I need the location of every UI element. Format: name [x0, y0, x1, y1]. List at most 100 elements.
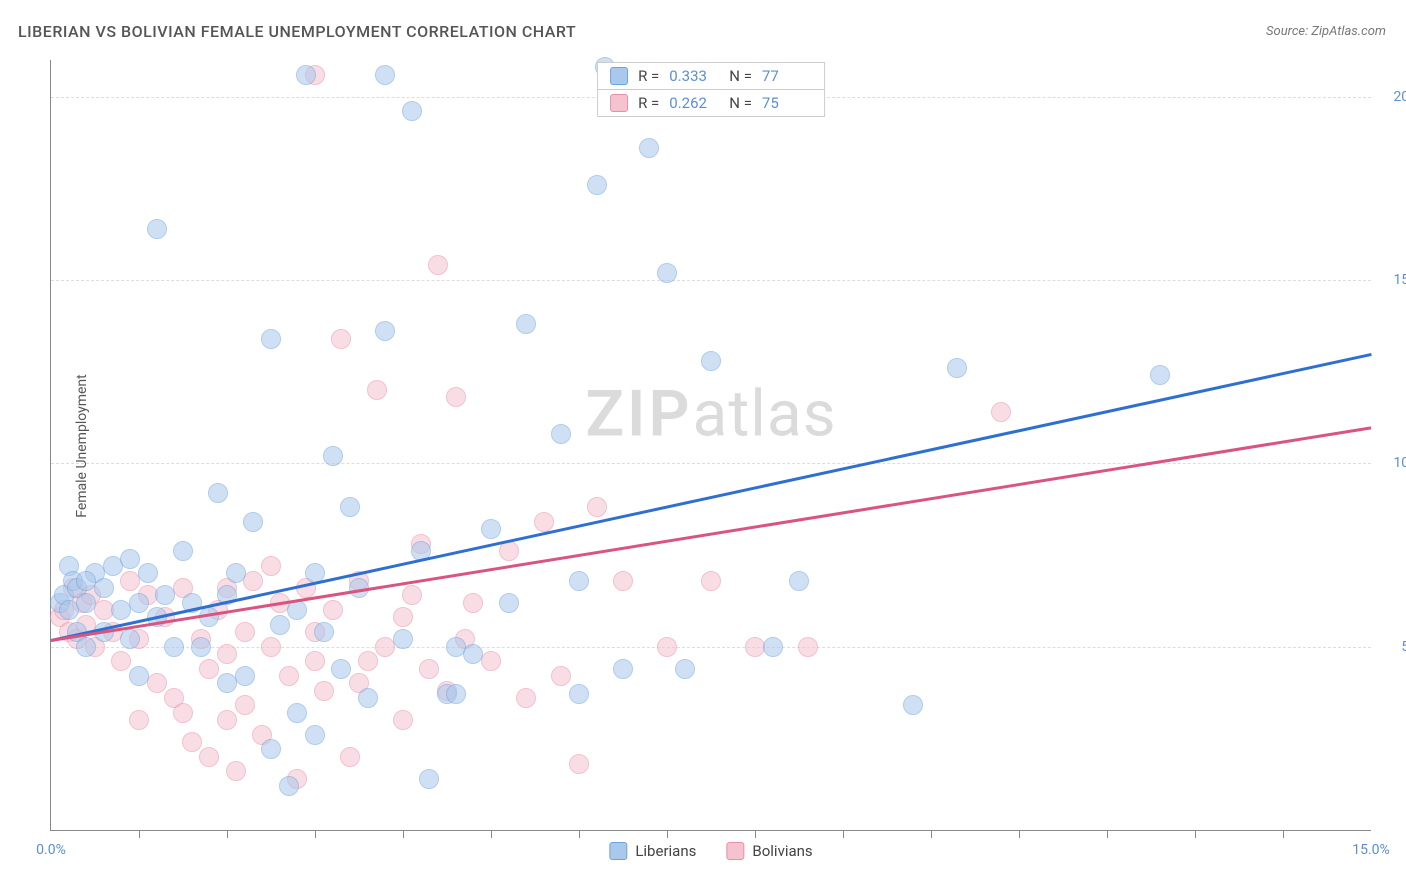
data-point — [569, 754, 589, 774]
data-point — [763, 637, 783, 657]
data-point — [164, 637, 184, 657]
y-tick-label: 10.0% — [1376, 455, 1406, 471]
data-point — [516, 688, 536, 708]
data-point — [191, 637, 211, 657]
data-point — [393, 710, 413, 730]
data-point — [173, 703, 193, 723]
data-point — [375, 65, 395, 85]
data-point — [287, 703, 307, 723]
data-point — [340, 747, 360, 767]
data-point — [217, 644, 237, 664]
watermark: ZIPatlas — [585, 377, 836, 452]
trend-line — [51, 427, 1371, 642]
data-point — [120, 629, 140, 649]
source-label: Source: ZipAtlas.com — [1266, 24, 1386, 39]
legend-item: Liberians — [609, 842, 696, 860]
data-point — [279, 776, 299, 796]
data-point — [226, 563, 246, 583]
data-point — [789, 571, 809, 591]
x-tick — [1195, 830, 1196, 838]
data-point — [155, 585, 175, 605]
data-point — [358, 651, 378, 671]
data-point — [314, 622, 334, 642]
data-point — [947, 358, 967, 378]
data-point — [331, 329, 351, 349]
data-point — [305, 725, 325, 745]
y-tick-label: 5.0% — [1376, 639, 1406, 655]
gridline — [51, 463, 1371, 464]
legend-n-value: 75 — [762, 94, 812, 112]
y-tick-label: 20.0% — [1376, 89, 1406, 105]
legend-item: Bolivians — [726, 842, 812, 860]
data-point — [657, 637, 677, 657]
data-point — [226, 761, 246, 781]
legend-r-label: R = — [638, 94, 659, 112]
legend-r-value: 0.262 — [669, 94, 719, 112]
legend-correlation: R =0.333N =77R =0.262N =75 — [597, 62, 825, 117]
data-point — [551, 424, 571, 444]
x-tick — [931, 830, 932, 838]
data-point — [551, 666, 571, 686]
gridline — [51, 280, 1371, 281]
data-point — [138, 563, 158, 583]
data-point — [76, 637, 96, 657]
data-point — [235, 666, 255, 686]
x-tick — [139, 830, 140, 838]
data-point — [463, 644, 483, 664]
data-point — [76, 593, 96, 613]
data-point — [129, 710, 149, 730]
data-point — [481, 651, 501, 671]
data-point — [270, 615, 290, 635]
legend-row: R =0.262N =75 — [598, 89, 824, 116]
x-tick — [755, 830, 756, 838]
data-point — [147, 219, 167, 239]
data-point — [331, 659, 351, 679]
x-tick — [1019, 830, 1020, 838]
data-point — [235, 695, 255, 715]
data-point — [243, 512, 263, 532]
data-point — [419, 769, 439, 789]
x-tick — [843, 830, 844, 838]
data-point — [111, 651, 131, 671]
data-point — [199, 659, 219, 679]
x-tick — [491, 830, 492, 838]
data-point — [182, 732, 202, 752]
data-point — [393, 607, 413, 627]
legend-row: R =0.333N =77 — [598, 63, 824, 89]
data-point — [428, 255, 448, 275]
legend-swatch — [609, 842, 627, 860]
data-point — [358, 688, 378, 708]
x-tick — [403, 830, 404, 838]
data-point — [499, 593, 519, 613]
data-point — [516, 314, 536, 334]
x-tick — [1107, 830, 1108, 838]
legend-swatch — [726, 842, 744, 860]
data-point — [613, 659, 633, 679]
chart-title: LIBERIAN VS BOLIVIAN FEMALE UNEMPLOYMENT… — [18, 22, 576, 41]
data-point — [675, 659, 695, 679]
x-tick — [315, 830, 316, 838]
data-point — [534, 512, 554, 532]
legend-label: Bolivians — [752, 842, 812, 860]
x-tick — [667, 830, 668, 838]
data-point — [340, 497, 360, 517]
data-point — [587, 175, 607, 195]
legend-swatch — [610, 94, 628, 112]
data-point — [393, 629, 413, 649]
data-point — [287, 600, 307, 620]
legend-n-value: 77 — [762, 67, 812, 85]
data-point — [375, 321, 395, 341]
data-point — [199, 607, 219, 627]
data-point — [261, 637, 281, 657]
data-point — [446, 684, 466, 704]
data-point — [261, 556, 281, 576]
x-tick — [1283, 830, 1284, 838]
data-point — [903, 695, 923, 715]
data-point — [798, 637, 818, 657]
gridline — [51, 647, 1371, 648]
data-point — [446, 637, 466, 657]
data-point — [701, 571, 721, 591]
data-point — [639, 138, 659, 158]
data-point — [446, 387, 466, 407]
data-point — [208, 483, 228, 503]
